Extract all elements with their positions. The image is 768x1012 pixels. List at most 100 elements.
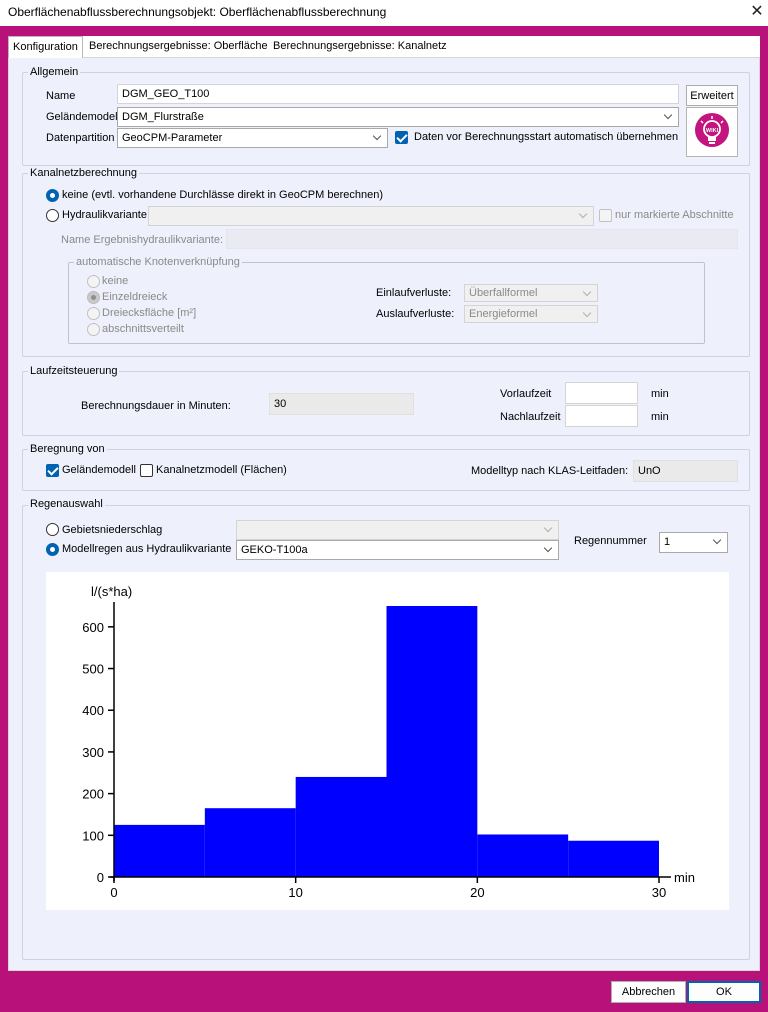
title-bar: Oberflächenabflussberechnungsobjekt: Obe… (0, 0, 768, 26)
gebietsniederschlag-label: Gebietsniederschlag (62, 524, 163, 536)
group-beregnung (22, 449, 750, 491)
radio-knoten-einzeldreieck[interactable] (87, 291, 100, 304)
chart-x-tick-label-20: 20 (470, 885, 484, 900)
nur-markierte-checkbox[interactable] (599, 209, 612, 222)
chevron-down-icon (579, 207, 589, 225)
rain-chart-svg: 0 100 200 300 400 500 600 0 10 20 30 l/(s*ha) min (82, 584, 695, 900)
chevron-down-icon (664, 108, 674, 126)
nachlaufzeit-label: Nachlaufzeit (500, 411, 561, 423)
chart-y-tick-label-500: 500 (82, 662, 104, 677)
radio-gebietsniederschlag[interactable] (46, 523, 59, 536)
chevron-down-icon (583, 306, 593, 322)
chart-xlabel: min (674, 870, 695, 885)
wiki-label: WIKI (706, 128, 719, 134)
kanalnetzmodell-checkbox[interactable] (140, 464, 153, 477)
tab-berechnungsergebnisse-kanalnetz[interactable]: Berechnungsergebnisse: Kanalnetz (273, 40, 447, 52)
berechnungsdauer-input[interactable]: 30 (269, 393, 414, 415)
name-input[interactable]: DGM_GEO_T100 (117, 84, 679, 104)
rain-chart: 0 100 200 300 400 500 600 0 10 20 30 l/(s*ha) min (46, 572, 729, 910)
knoten-keine-label: keine (102, 275, 129, 287)
cancel-button[interactable]: Abbrechen (611, 981, 686, 1003)
radio-kanalnetz-keine[interactable] (46, 189, 59, 202)
radio-knoten-abschnittsverteilt[interactable] (87, 323, 100, 336)
tab-konfiguration[interactable]: Konfiguration (8, 36, 83, 58)
group-kanalnetz (22, 173, 750, 357)
einlauf-label: Einlaufverluste: (376, 287, 452, 299)
auslauf-label: Auslaufverluste: (376, 308, 455, 320)
group-regen-legend: Regenauswahl (28, 498, 105, 510)
nachlaufzeit-unit: min (651, 411, 669, 423)
modelltyp-label: Modelltyp nach KLAS-Leitfaden: (471, 465, 629, 477)
group-kanalnetz-legend: Kanalnetzberechnung (28, 167, 140, 179)
chart-y-tick-label-400: 400 (82, 703, 104, 718)
vorlaufzeit-label: Vorlaufzeit (500, 388, 552, 400)
auto-uebernehmen-label: Daten vor Berechnungsstart automatisch ü… (414, 131, 679, 143)
modellregen-label: Modellregen aus Hydraulikvariante (62, 543, 232, 555)
knoten-einzeldreieck-label: Einzeldreieck (102, 291, 168, 303)
name-ergebnis-input[interactable] (226, 229, 738, 249)
modellregen-select[interactable]: GEKO-T100a (236, 540, 559, 560)
chevron-down-icon (583, 285, 593, 301)
vorlaufzeit-input[interactable] (565, 382, 638, 404)
group-allgemein-legend: Allgemein (28, 66, 81, 78)
berechnungsdauer-label: Berechnungsdauer in Minuten: (81, 400, 231, 412)
name-label: Name (46, 90, 76, 102)
chart-bar-3 (386, 606, 478, 877)
radio-knoten-dreiecksflaeche[interactable] (87, 307, 100, 320)
auslauf-value: Energieformel (469, 308, 538, 320)
tab-berechnungsergebnisse-oberflaeche[interactable]: Berechnungsergebnisse: Oberfläche (89, 40, 268, 52)
group-laufzeit-legend: Laufzeitsteuerung (28, 365, 120, 377)
chart-y-tick-label-600: 600 (82, 620, 104, 635)
kanalnetz-hydraulik-label: Hydraulikvariante (62, 209, 147, 221)
chart-ylabel: l/(s*ha) (91, 584, 132, 599)
name-ergebnis-label: Name Ergebnishydraulikvariante: (61, 234, 224, 246)
chevron-down-icon (373, 129, 383, 147)
modelltyp-input[interactable]: UnO (633, 460, 738, 482)
group-laufzeit (22, 371, 750, 436)
nachlaufzeit-input[interactable] (565, 405, 638, 427)
wiki-button[interactable]: WIKI (686, 107, 738, 157)
group-regenauswahl (22, 505, 750, 960)
gelaendemodell-select[interactable]: DGM_Flurstraße (117, 107, 679, 127)
chart-y-tick-label-100: 100 (82, 828, 104, 843)
gebietsniederschlag-select[interactable] (236, 520, 559, 540)
gelaendemodell-checkbox[interactable] (46, 464, 59, 477)
regennummer-select[interactable]: 1 (659, 532, 728, 553)
auto-uebernehmen-checkbox[interactable] (395, 131, 408, 144)
datenpartition-select[interactable]: GeoCPM-Parameter (117, 128, 388, 148)
radio-kanalnetz-hydraulik[interactable] (46, 209, 59, 222)
chart-bar-5 (568, 840, 659, 877)
erweitert-button[interactable]: Erweitert (686, 85, 738, 106)
chevron-down-icon (713, 533, 723, 551)
chart-bar-2 (295, 776, 387, 877)
vorlaufzeit-unit: min (651, 388, 669, 400)
close-icon[interactable]: ✕ (750, 3, 764, 20)
modellregen-value: GEKO-T100a (241, 544, 308, 556)
auslauf-select[interactable]: Energieformel (464, 305, 598, 323)
chart-bar-0 (114, 824, 205, 877)
window-title: Oberflächenabflussberechnungsobjekt: Obe… (8, 5, 387, 19)
knoten-abschnittsverteilt-label: abschnittsverteilt (102, 323, 184, 335)
group-knotenverknuepfung (68, 262, 705, 344)
einlauf-select[interactable]: Überfallformel (464, 284, 598, 302)
chart-bar-1 (204, 808, 296, 877)
einlauf-value: Überfallformel (469, 287, 538, 299)
radio-modellregen[interactable] (46, 543, 59, 556)
chart-x-tick-label-0: 0 (110, 885, 117, 900)
chart-x-tick-label-10: 10 (288, 885, 302, 900)
datenpartition-value: GeoCPM-Parameter (122, 132, 223, 144)
ok-button[interactable]: OK (687, 981, 761, 1003)
group-beregnung-legend: Beregnung von (28, 443, 107, 455)
gelaendemodell-value: DGM_Flurstraße (122, 111, 204, 123)
radio-knoten-keine[interactable] (87, 275, 100, 288)
lightbulb-icon: WIKI (695, 113, 729, 147)
chart-y-tick-label-0: 0 (97, 870, 104, 885)
hydraulikvariante-select[interactable] (148, 206, 594, 226)
gelaendemodell-label: Geländemodell (46, 111, 120, 123)
tab-strip: Konfiguration Berechnungsergebnisse: Obe… (8, 36, 760, 58)
group-allgemein (22, 72, 750, 166)
nur-markierte-label: nur markierte Abschnitte (615, 209, 734, 221)
group-knoten-legend: automatische Knotenverknüpfung (74, 256, 242, 268)
chevron-down-icon (544, 541, 554, 559)
knoten-dreiecksflaeche-label: Dreiecksfläche [m²] (102, 307, 197, 319)
